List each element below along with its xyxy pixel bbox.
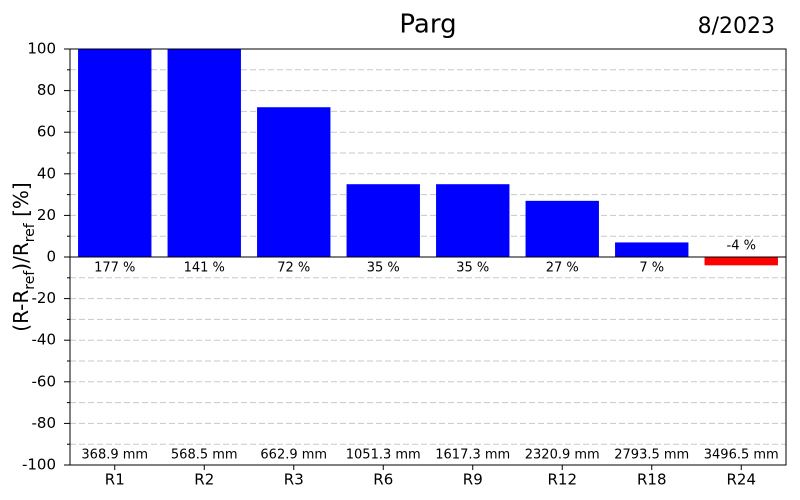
bar	[704, 257, 778, 266]
value-label: 7 %	[639, 261, 664, 276]
bar	[78, 49, 152, 257]
reference-label: 3496.5 mm	[704, 448, 779, 463]
x-tick-label: R18	[637, 471, 667, 489]
bars	[78, 49, 778, 266]
y-label-part: ref	[22, 222, 38, 242]
reference-label: 2793.5 mm	[614, 448, 689, 463]
y-tick-label: -60	[32, 372, 57, 390]
reference-label: 1051.3 mm	[346, 448, 421, 463]
y-tick-label: 20	[37, 206, 56, 224]
y-tick-label: 100	[27, 40, 56, 58]
reference-label: 2320.9 mm	[525, 448, 600, 463]
y-tick-label: 0	[46, 248, 56, 266]
y-tick-label: -40	[32, 331, 57, 349]
x-tick-label: R24	[726, 471, 756, 489]
value-label: -4 %	[727, 239, 756, 254]
x-tick-label: R12	[547, 471, 577, 489]
chart-date: 8/2023	[698, 14, 775, 39]
value-label: 72 %	[277, 261, 310, 276]
bar	[615, 242, 689, 257]
reference-label: 568.5 mm	[171, 448, 238, 463]
y-tick-label: -80	[32, 414, 57, 432]
value-label: 27 %	[546, 261, 579, 276]
x-tick-label: R2	[194, 471, 214, 489]
y-tick-label: -20	[32, 289, 57, 307]
y-label-part: (R-R	[9, 290, 33, 332]
bar	[346, 184, 420, 257]
bar	[436, 184, 510, 257]
reference-label: 1617.3 mm	[435, 448, 510, 463]
y-tick-label: 80	[37, 81, 56, 99]
bar	[167, 49, 241, 257]
x-tick-label: R1	[105, 471, 125, 489]
foreground: -100 -80 -60 -40 -20 0 20 40 60 80 100 R1 177 % 368.9…	[22, 40, 786, 489]
y-axis-label: (R-Rref)/Rref [%]	[9, 182, 39, 331]
y-tick-label: 40	[37, 164, 56, 182]
value-label: 141 %	[184, 261, 225, 276]
bar	[525, 200, 599, 257]
value-label: 35 %	[456, 261, 489, 276]
y-tick-label: 60	[37, 123, 56, 141]
plot-frame	[69, 48, 787, 466]
value-label: 35 %	[367, 261, 400, 276]
x-tick-label: R6	[373, 471, 393, 489]
reference-label: 368.9 mm	[81, 448, 148, 463]
x-tick-label: R9	[463, 471, 483, 489]
y-label-part: [%]	[9, 182, 33, 223]
chart-title: Parg	[399, 10, 456, 40]
y-label-part: ref	[22, 270, 38, 290]
bar	[257, 107, 331, 258]
value-label: 177 %	[94, 261, 135, 276]
reference-label: 662.9 mm	[260, 448, 327, 463]
y-label-part: )/R	[9, 242, 33, 271]
y-tick-label: -100	[22, 456, 56, 474]
x-tick-label: R3	[284, 471, 304, 489]
